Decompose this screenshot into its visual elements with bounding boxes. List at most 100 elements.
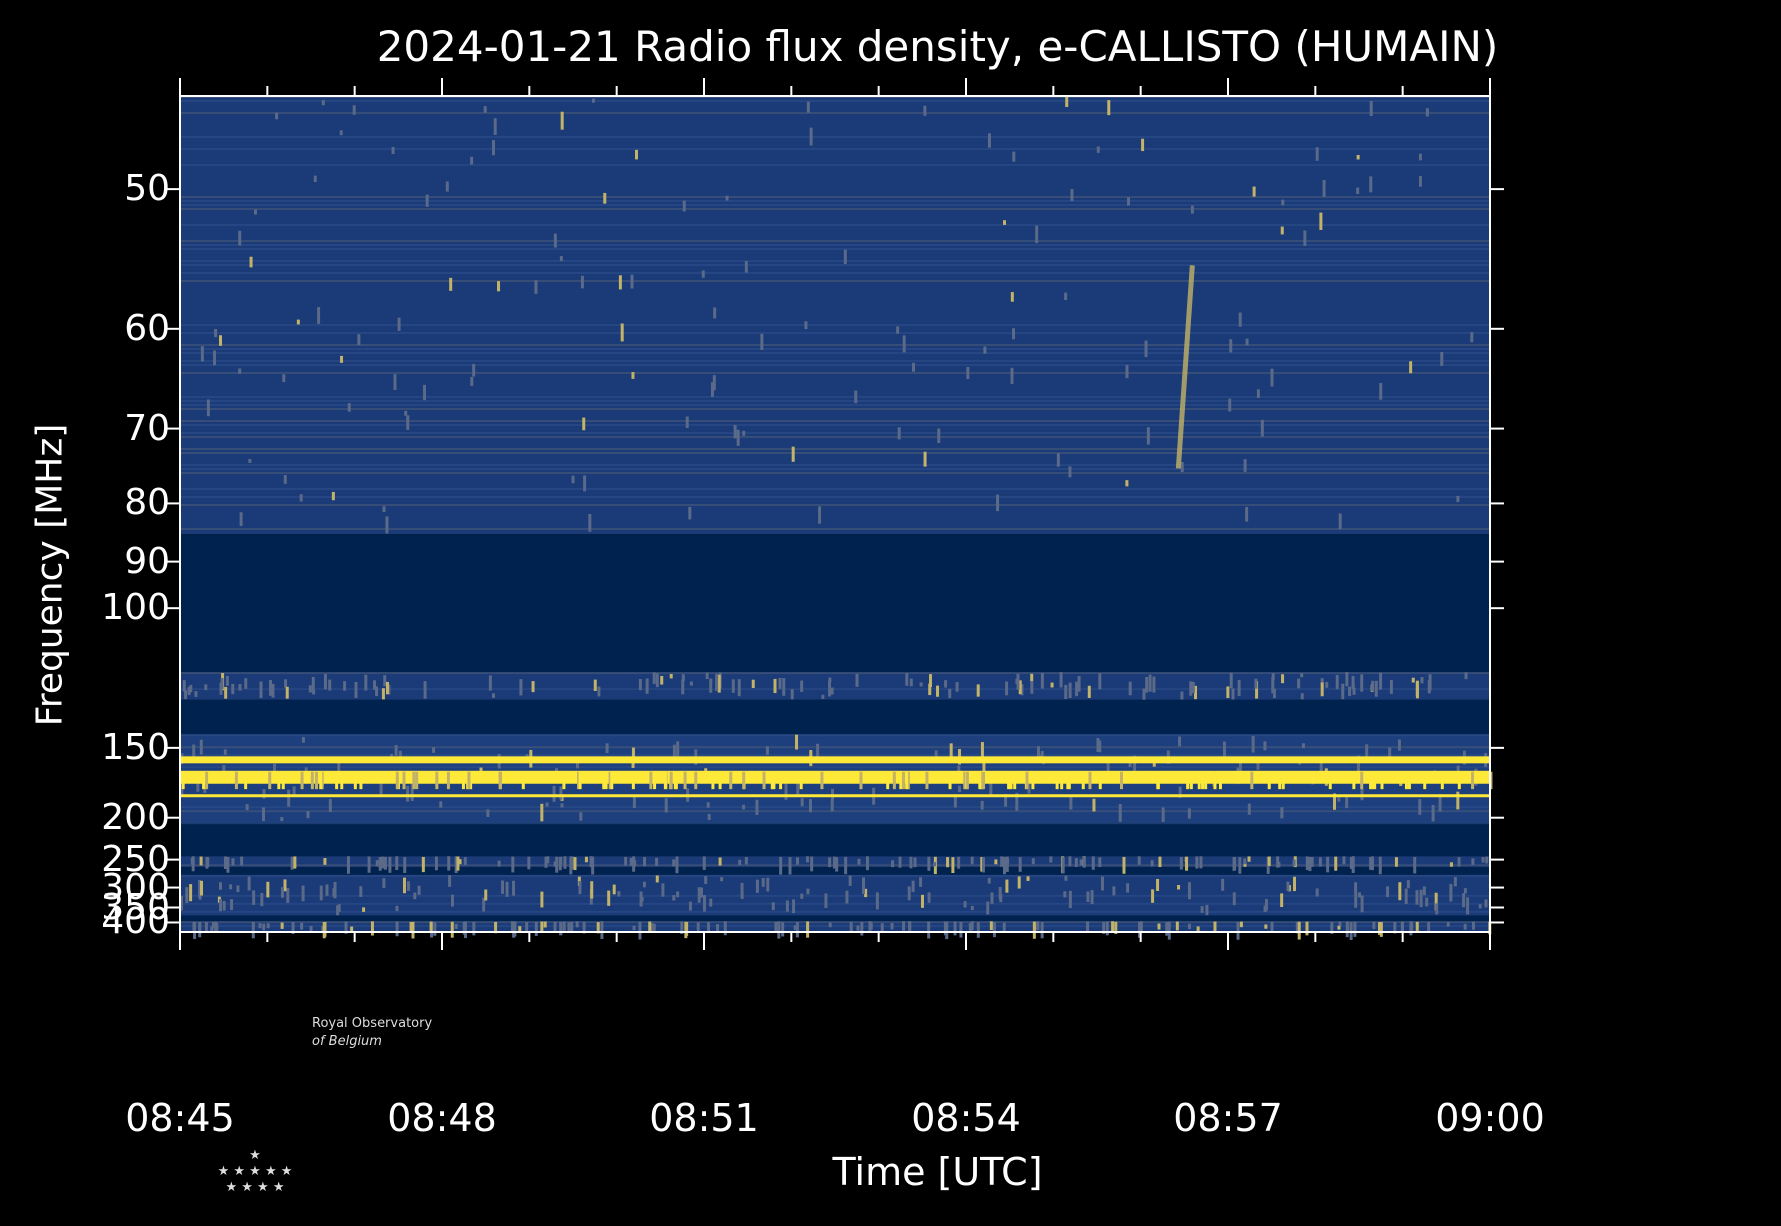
heatmap-speck xyxy=(1236,922,1240,940)
heatmap-speck xyxy=(1462,893,1466,908)
heatmap-speck xyxy=(1264,898,1268,911)
heatmap-speck xyxy=(1079,859,1083,866)
heatmap-speck xyxy=(669,674,673,679)
heatmap-speck xyxy=(955,682,959,692)
heatmap-speck xyxy=(1065,96,1069,107)
y-tick-label: 200 xyxy=(101,796,170,838)
heatmap-speck xyxy=(560,111,564,130)
heatmap-speck xyxy=(655,857,659,867)
heatmap-speck xyxy=(580,275,584,289)
heatmap-speck xyxy=(1165,922,1169,936)
interference-spike xyxy=(631,771,635,790)
heatmap-speck xyxy=(685,922,689,936)
heatmap-speck xyxy=(793,925,797,930)
heatmap-speck xyxy=(575,760,579,769)
heatmap-speck xyxy=(1345,672,1349,687)
heatmap-speck xyxy=(911,880,915,893)
heatmap-speck xyxy=(982,762,986,778)
heatmap-speck xyxy=(238,368,242,374)
heatmap-speck xyxy=(911,362,915,372)
heatmap-speck xyxy=(1245,338,1249,346)
heatmap-speck xyxy=(553,861,557,867)
heatmap-speck xyxy=(1032,921,1036,939)
heatmap-speck xyxy=(1415,680,1419,699)
interference-spike xyxy=(1352,771,1356,790)
heatmap-speck xyxy=(1146,427,1150,445)
heatmap-speck xyxy=(192,744,196,761)
heatmap-speck xyxy=(1471,858,1475,865)
heatmap-noise-row xyxy=(180,396,1490,398)
heatmap-speck xyxy=(590,881,594,899)
heatmap-speck xyxy=(923,451,927,467)
interference-spike xyxy=(335,771,339,790)
heatmap-speck xyxy=(1016,673,1020,690)
heatmap-speck xyxy=(1036,921,1040,931)
heatmap-speck xyxy=(1338,513,1342,530)
interference-line xyxy=(180,794,1490,798)
heatmap-speck xyxy=(222,901,226,911)
heatmap-speck xyxy=(247,876,251,891)
heatmap-speck xyxy=(319,885,323,901)
heatmap-speck xyxy=(1370,856,1374,871)
heatmap-speck xyxy=(1318,857,1322,867)
heatmap-speck xyxy=(664,798,668,813)
heatmap-noise-row xyxy=(180,468,1490,470)
heatmap-speck xyxy=(1272,688,1276,699)
heatmap-speck xyxy=(1226,686,1230,699)
interference-spike xyxy=(1373,771,1377,790)
heatmap-speck xyxy=(1252,186,1256,197)
heatmap-speck xyxy=(1295,921,1299,934)
heatmap-speck xyxy=(631,372,635,379)
heatmap-speck xyxy=(328,679,332,691)
heatmap-speck xyxy=(816,743,820,761)
heatmap-speck xyxy=(645,678,649,694)
heatmap-speck xyxy=(262,923,266,931)
heatmap-speck xyxy=(1086,921,1090,932)
heatmap-speck xyxy=(1418,176,1422,187)
heatmap-speck xyxy=(1251,735,1255,753)
heatmap-noise-row xyxy=(180,746,1490,749)
heatmap-speck xyxy=(620,323,624,342)
heatmap-speck xyxy=(1463,888,1467,894)
heatmap-speck xyxy=(1270,921,1274,932)
heatmap-speck xyxy=(283,879,287,892)
heatmap-noise-row xyxy=(180,244,1490,246)
heatmap-noise-row xyxy=(180,504,1490,506)
heatmap-speck xyxy=(808,799,812,813)
heatmap-speck xyxy=(596,922,600,934)
interference-spike xyxy=(1201,771,1205,790)
heatmap-noise-row xyxy=(180,112,1490,114)
x-axis-label: Time [UTC] xyxy=(832,1150,1043,1194)
heatmap-speck xyxy=(781,922,785,937)
interference-spike xyxy=(982,771,986,790)
heatmap-speck xyxy=(980,742,984,759)
heatmap-speck xyxy=(1410,922,1414,931)
heatmap-speck xyxy=(994,859,998,865)
interference-spike xyxy=(202,771,206,790)
heatmap-speck xyxy=(196,778,200,792)
heatmap-noise-row xyxy=(180,528,1490,530)
heatmap-speck xyxy=(970,856,974,865)
interference-spike xyxy=(314,771,318,790)
heatmap-speck xyxy=(1374,680,1378,697)
heatmap-speck xyxy=(1040,672,1044,689)
heatmap-speck xyxy=(800,893,804,899)
heatmap-speck xyxy=(890,923,894,930)
heatmap-speck xyxy=(239,512,243,527)
heatmap-speck xyxy=(1277,861,1281,868)
heatmap-speck xyxy=(198,879,202,898)
heatmap-speck xyxy=(519,679,523,696)
interference-spike xyxy=(1066,771,1070,790)
heatmap-speck xyxy=(1360,895,1364,913)
heatmap-speck xyxy=(193,921,197,940)
heatmap-speck xyxy=(1187,808,1191,819)
heatmap-speck xyxy=(681,679,685,695)
heatmap-noise-row xyxy=(180,264,1490,266)
heatmap-speck xyxy=(1152,676,1156,693)
heatmap-speck xyxy=(1354,882,1358,894)
heatmap-speck xyxy=(540,803,544,822)
heatmap-speck xyxy=(1401,921,1405,931)
heatmap-speck xyxy=(1232,857,1236,871)
heatmap-speck xyxy=(845,890,849,904)
